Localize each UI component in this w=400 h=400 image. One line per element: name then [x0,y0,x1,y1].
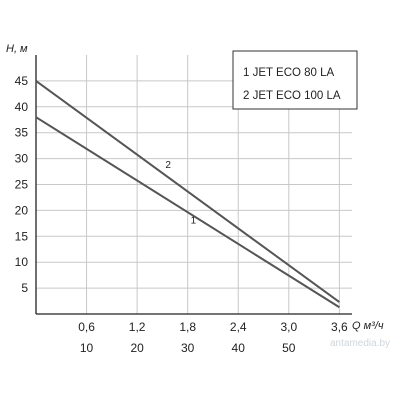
y-tick-label: 5 [21,281,28,295]
y-tick-label: 25 [15,178,29,192]
x-axis-label: Q м³/ч [352,320,384,332]
watermark: antamedia.by [330,338,390,349]
y-tick-label: 10 [15,255,29,269]
y-tick-label: 35 [15,126,29,140]
x-tick-label: 3,6 [331,320,348,334]
series-label-2: 2 [165,160,171,171]
x-tick-label-secondary: 30 [181,341,195,355]
grid [36,55,352,314]
x-tick-label-secondary: 10 [80,341,94,355]
legend-box [232,50,358,110]
y-axis-label: H, м [6,43,28,55]
y-tick-label: 30 [15,152,29,166]
legend: 1 JET ECO 80 LA 2 JET ECO 100 LA [232,50,358,110]
legend-item-2: 2 JET ECO 100 LA [243,90,341,102]
x-tick-label: 0,6 [78,320,95,334]
y-tick-label: 40 [15,100,29,114]
series-line-2 [35,80,340,303]
y-tick-label: 45 [15,74,29,88]
y-tick-label: 15 [15,229,29,243]
x-tick-label-secondary: 20 [130,341,144,355]
series-label-1: 1 [191,215,197,226]
x-tick-label: 3,0 [280,320,297,334]
series-line-1 [35,116,340,309]
x-tick-label: 2,4 [230,320,247,334]
y-tick-label: 20 [15,203,29,217]
tick-labels: 5 10 15 20 25 30 35 40 45 0,6 10 1,2 20 1,8 30 2,4 40 3,0… [15,74,348,355]
x-tick-label: 1,2 [129,320,146,334]
legend-item-1: 1 JET ECO 80 LA [243,67,335,79]
series-lines: 12 [35,80,340,309]
x-tick-label: 1,8 [179,320,196,334]
axes [35,55,352,315]
x-tick-label-secondary: 40 [232,341,246,355]
x-tick-label-secondary: 50 [282,341,296,355]
